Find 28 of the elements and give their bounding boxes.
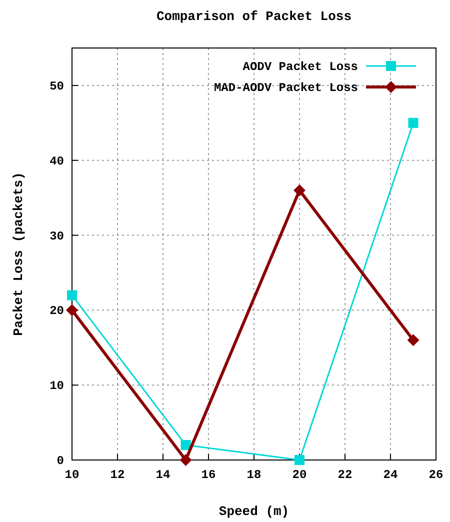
x-tick-label: 10 (64, 468, 80, 482)
point (180, 454, 192, 466)
x-tick-label: 24 (383, 468, 398, 482)
x-tick-label: 22 (338, 468, 352, 482)
y-tick-label: 10 (50, 379, 64, 394)
x-tick-label: 20 (292, 468, 307, 482)
x-tick-label: 16 (201, 468, 216, 482)
y-tick-label: 20 (50, 304, 64, 318)
chart-title: Comparison of Packet Loss (156, 9, 352, 24)
y-tick-label: 50 (50, 79, 64, 94)
y-axis-title: Packet Loss (packets) (11, 172, 26, 336)
point (407, 334, 420, 346)
legend-label: AODV Packet Loss (242, 60, 358, 74)
x-tick-label: 26 (428, 468, 444, 482)
x-tick-label: 14 (156, 468, 170, 482)
point (408, 118, 418, 128)
point (66, 304, 78, 316)
y-tick-label: 30 (50, 229, 64, 244)
x-axis-title: Speed (m) (218, 504, 290, 519)
y-tick-label: 40 (50, 154, 64, 168)
x-tick-label: 18 (246, 468, 262, 482)
point (294, 455, 304, 465)
x-tick-label: 12 (110, 468, 125, 482)
point (294, 184, 306, 196)
point (180, 440, 191, 450)
point (67, 290, 77, 300)
legend-label: MAD-AODV Packet Loss (214, 81, 358, 95)
y-tick-label: 0 (56, 454, 64, 468)
